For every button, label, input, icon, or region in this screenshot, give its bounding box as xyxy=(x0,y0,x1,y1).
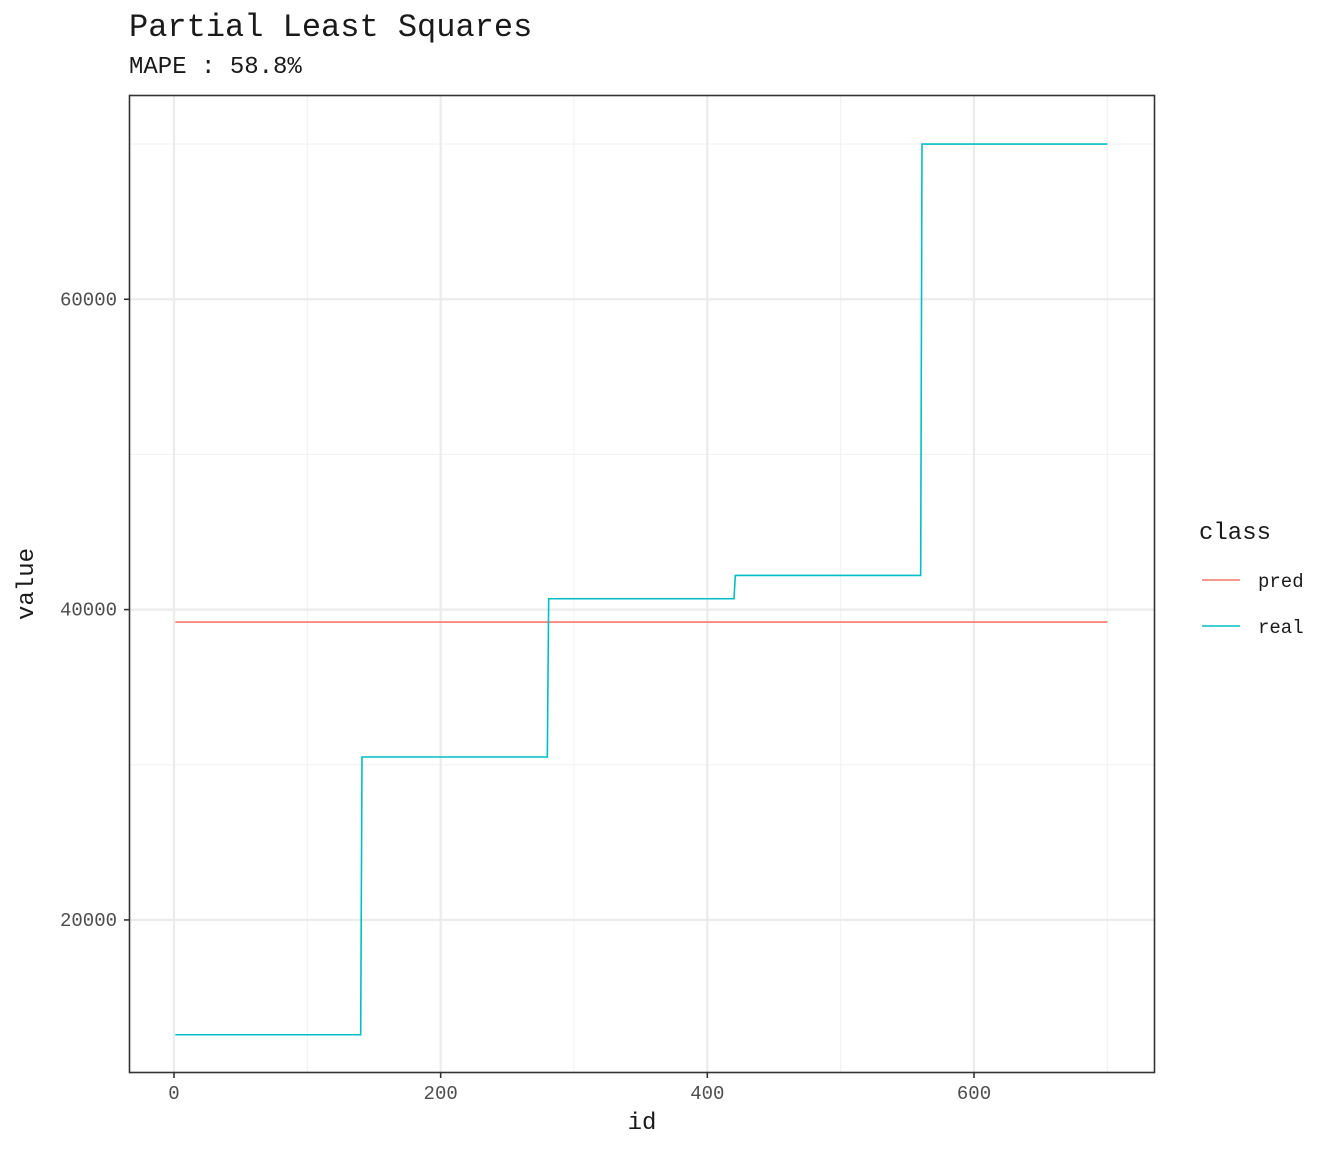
series-line-real xyxy=(175,143,1108,1036)
x-tick-label: 600 xyxy=(957,1083,991,1105)
y-axis-title: value xyxy=(14,548,41,620)
minor-grid xyxy=(130,96,1154,1072)
y-tick-label: 20000 xyxy=(60,910,117,932)
major-grid xyxy=(130,96,1154,1072)
chart-title: Partial Least Squares xyxy=(129,9,532,46)
x-axis-title: id xyxy=(628,1110,657,1137)
x-tick-label: 0 xyxy=(168,1083,179,1105)
axis-ticks xyxy=(124,298,975,1078)
y-tick-label: 40000 xyxy=(60,600,117,622)
legend: class pred real xyxy=(1199,520,1304,639)
x-tick-label: 200 xyxy=(424,1083,458,1105)
chart-subtitle: MAPE : 58.8% xyxy=(129,54,302,81)
plot-panel-border xyxy=(128,94,1156,1074)
series-layer xyxy=(175,143,1108,1036)
x-tick-label: 400 xyxy=(690,1083,724,1105)
axis-tick-labels: 0 200 400 600 20000 40000 60000 xyxy=(60,289,991,1105)
legend-label-pred: pred xyxy=(1258,571,1304,593)
y-tick-label: 60000 xyxy=(60,289,117,311)
legend-title: class xyxy=(1199,520,1271,547)
legend-label-real: real xyxy=(1258,617,1304,639)
